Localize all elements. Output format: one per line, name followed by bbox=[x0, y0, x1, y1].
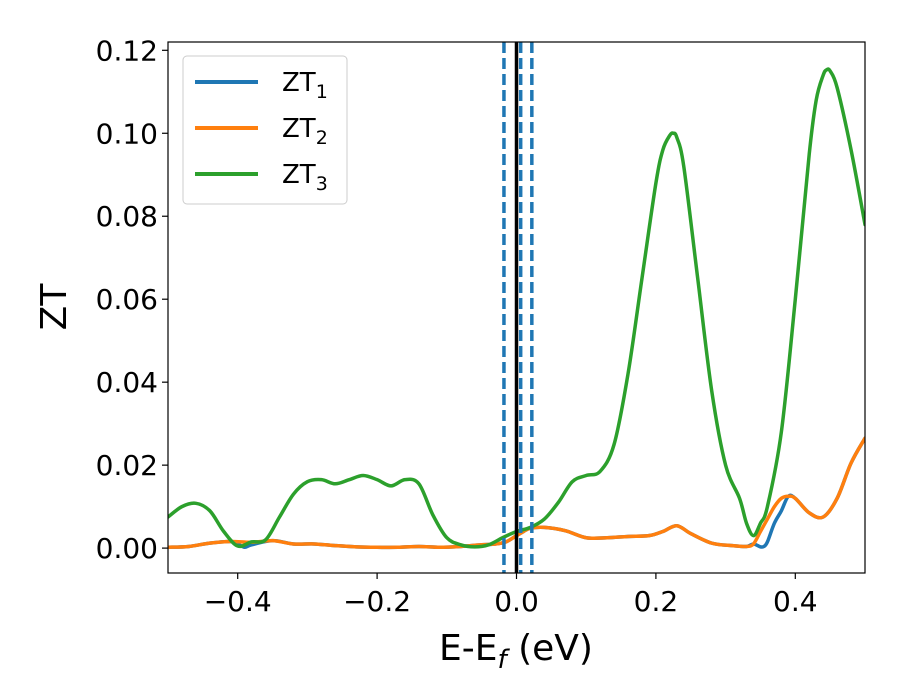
y-tick-label: 0.04 bbox=[96, 366, 158, 399]
plot-area bbox=[168, 42, 865, 573]
y-axis-title: ZT bbox=[34, 283, 75, 331]
y-tick-label: 0.00 bbox=[96, 532, 158, 565]
y-tick-label: 0.02 bbox=[96, 449, 158, 482]
x-tick-label: 0.0 bbox=[494, 585, 539, 618]
axes: −0.4 −0.2 0.0 0.2 0.4 0.00 0.02 0.04 0.06 0.08 0.1… bbox=[96, 34, 818, 618]
x-axis-title: E-Ef (eV) bbox=[439, 628, 593, 675]
y-tick-label: 0.12 bbox=[96, 34, 158, 67]
legend-label-zt3: ZT3 bbox=[282, 160, 328, 195]
series-line-zt3 bbox=[168, 67, 865, 549]
legend-label-zt2: ZT2 bbox=[282, 114, 328, 149]
x-tick-label: −0.4 bbox=[204, 585, 272, 618]
legend: ZT1 ZT2 ZT3 bbox=[182, 55, 348, 205]
y-tick-label: 0.10 bbox=[96, 117, 158, 150]
y-tick-label: 0.08 bbox=[96, 200, 158, 233]
y-tick-label: 0.06 bbox=[96, 283, 158, 316]
x-tick-label: 0.2 bbox=[634, 585, 679, 618]
legend-label-zt1: ZT1 bbox=[282, 68, 328, 103]
series-line-zt2 bbox=[168, 436, 865, 550]
legend-box bbox=[182, 55, 348, 205]
x-tick-label: −0.2 bbox=[343, 585, 411, 618]
x-tick-label: 0.4 bbox=[773, 585, 818, 618]
